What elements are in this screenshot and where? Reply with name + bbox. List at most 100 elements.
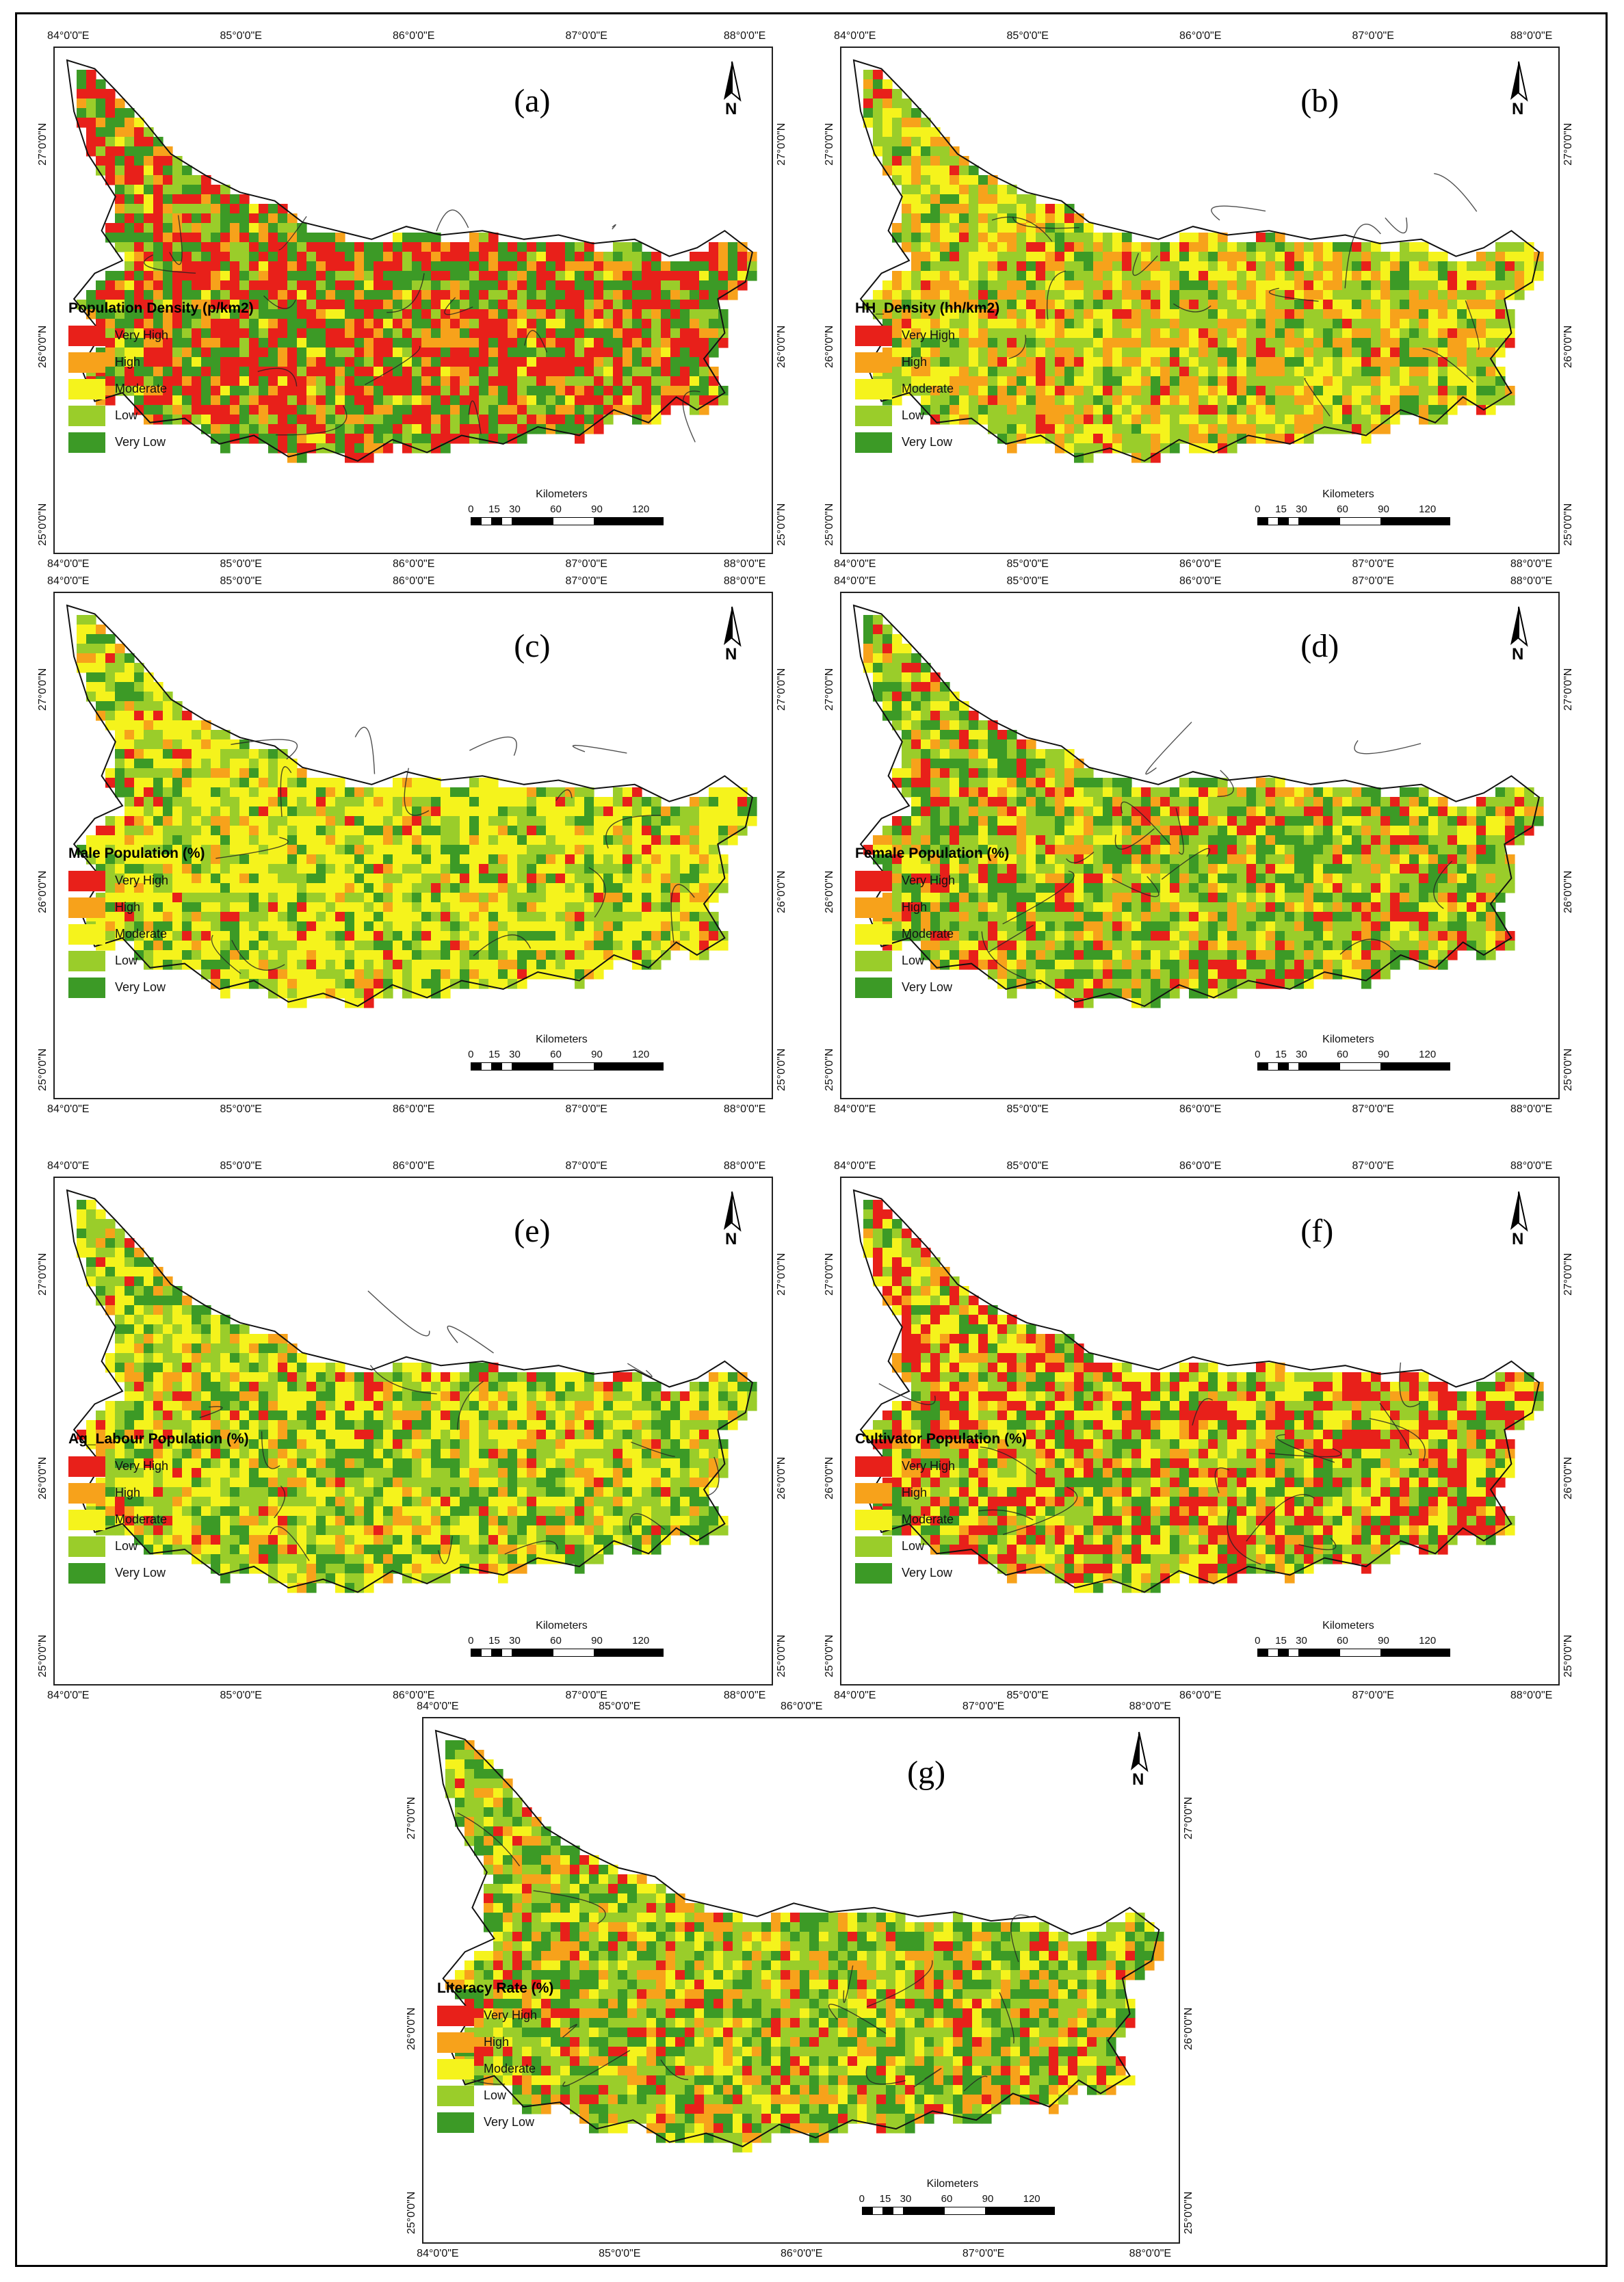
state-boundary (852, 604, 1541, 1008)
scale-bar: Kilometers 0 15 30 60 90 120 (1255, 488, 1456, 534)
longitude-label: 84°0'0"E (47, 1690, 90, 1701)
state-boundary (852, 1189, 1541, 1593)
longitude-label: 88°0'0"E (723, 1103, 766, 1115)
legend-item: High (437, 2029, 553, 2056)
legend-label: Moderate (902, 927, 954, 941)
district-boundary (1046, 270, 1066, 320)
legend-item: Very High (437, 2002, 553, 2029)
scale-segment (943, 2207, 986, 2215)
scale-tick: 0 (1255, 503, 1261, 515)
district-boundary (468, 400, 482, 434)
district-boundary (1298, 1538, 1337, 1551)
legend-label: Moderate (902, 1512, 954, 1526)
district-boundary (612, 224, 616, 230)
district-boundary (1145, 722, 1192, 775)
latitude-label: 27°0'0"N (1562, 1253, 1574, 1296)
latitude-label: 27°0'0"N (37, 122, 49, 166)
legend-item: Very High (855, 1453, 1027, 1480)
district-boundary (280, 766, 292, 817)
longitude-label: 88°0'0"E (723, 30, 766, 42)
legend-title: Male Population (%) (68, 845, 205, 861)
district-boundary (404, 768, 430, 816)
scale-tick: 15 (1275, 1635, 1287, 1647)
longitude-label: 86°0'0"E (393, 558, 435, 570)
longitude-label: 84°0'0"E (834, 30, 876, 42)
longitude-label: 84°0'0"E (417, 1701, 459, 1712)
choropleth-map (66, 604, 757, 1008)
district-boundary (1304, 378, 1331, 417)
legend: Male Population (%) Very High High Moderate… (68, 845, 205, 1001)
north-label: N (1512, 100, 1524, 118)
figure-frame (15, 12, 1608, 2267)
district-boundary (263, 295, 296, 309)
latitude-label: 25°0'0"N (776, 503, 787, 547)
latitude-label: 26°0'0"N (824, 326, 835, 369)
longitude-label: 85°0'0"E (220, 1103, 262, 1115)
longitude-label: 84°0'0"E (47, 1103, 90, 1115)
scale-tick: 15 (1275, 503, 1287, 515)
scale-segment (1380, 1649, 1451, 1657)
longitude-label: 86°0'0"E (1179, 1103, 1222, 1115)
state-boundary (434, 1729, 1160, 2148)
longitude-label: 85°0'0"E (1006, 30, 1049, 42)
scale-tick: 0 (859, 2193, 865, 2205)
district-boundary (981, 931, 1042, 985)
district-boundary (1399, 1362, 1420, 1408)
latitude-label: 26°0'0"N (1562, 1456, 1574, 1499)
scale-segment (553, 1062, 596, 1071)
scale-title: Kilometers (1322, 1034, 1374, 1045)
district-boundary (533, 1890, 606, 1924)
legend-swatch (855, 352, 892, 373)
scale-segment (512, 517, 555, 525)
latitude-label: 26°0'0"N (1562, 326, 1574, 369)
north-arrow-icon: N (1498, 59, 1539, 120)
scale-tick: 90 (1378, 1049, 1389, 1060)
district-boundary (660, 2059, 689, 2080)
legend-label: Very High (115, 328, 169, 342)
longitude-label: 87°0'0"E (1352, 558, 1394, 570)
legend-item: Very High (855, 322, 999, 349)
district-boundary (211, 934, 241, 974)
latitude-label: 26°0'0"N (776, 326, 787, 369)
scale-segment (594, 517, 664, 525)
scale-tick: 120 (1419, 1049, 1437, 1060)
scale-segment (902, 2207, 945, 2215)
map-panel-e: 84°0'0"E 84°0'0"E 85°0'0"E 85°0'0"E 86°0'0"E… (37, 1160, 787, 1701)
scale-tick: 30 (900, 2193, 912, 2205)
choropleth-map (66, 1189, 757, 1593)
legend-label: Very High (115, 874, 169, 887)
longitude-label: 85°0'0"E (1006, 1690, 1049, 1701)
legend-swatch (855, 432, 892, 453)
district-boundary (270, 1526, 310, 1562)
choropleth-map (66, 59, 757, 463)
district-boundary (629, 1513, 666, 1533)
legend-label: High (115, 1486, 141, 1499)
longitude-label: 86°0'0"E (1179, 30, 1222, 42)
legend-label: Very High (902, 874, 956, 887)
scale-tick: 60 (550, 503, 562, 515)
scale-tick: 60 (550, 1049, 562, 1060)
district-boundary (572, 744, 627, 754)
scale-segment (1380, 517, 1451, 525)
district-boundary (627, 1363, 653, 1378)
latitude-label: 26°0'0"N (37, 326, 49, 369)
north-arrow-icon: N (711, 1189, 752, 1250)
longitude-label: 84°0'0"E (47, 575, 90, 587)
scale-segment (1339, 517, 1383, 525)
district-boundary (365, 345, 421, 386)
longitude-label: 87°0'0"E (565, 558, 607, 570)
district-boundary (387, 273, 425, 313)
latitude-label: 27°0'0"N (1183, 1796, 1194, 1839)
scale-segment (1339, 1062, 1383, 1071)
district-boundary (1012, 216, 1079, 229)
district-boundary (1010, 1914, 1031, 1963)
scale-tick: 0 (468, 1049, 474, 1060)
longitude-label: 84°0'0"E (834, 558, 876, 570)
longitude-label: 84°0'0"E (834, 1103, 876, 1115)
legend-label: High (484, 2035, 510, 2049)
scale-bar: Kilometers 0 15 30 60 90 120 (1255, 1620, 1456, 1665)
legend-swatch (855, 1509, 892, 1530)
legend-swatch (68, 378, 105, 399)
scale-tick: 60 (550, 1635, 562, 1647)
latitude-label: 27°0'0"N (406, 1796, 417, 1839)
